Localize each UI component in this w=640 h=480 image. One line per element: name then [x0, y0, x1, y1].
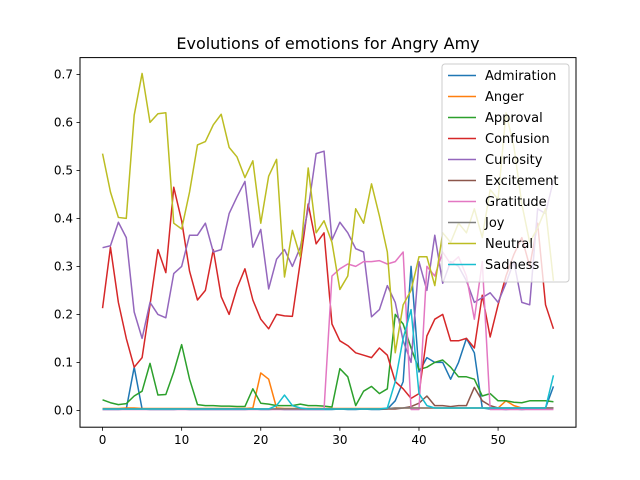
legend-label-curiosity: Curiosity	[485, 153, 543, 168]
x-tick-label: 10	[174, 433, 189, 447]
series-line-approval	[102, 313, 554, 408]
legend-label-gratitude: Gratitude	[485, 195, 547, 210]
legend-label-anger: Anger	[485, 90, 524, 105]
plot-frame	[79, 57, 577, 428]
legend-label-confusion: Confusion	[485, 132, 550, 147]
x-tick-label: 20	[253, 433, 268, 447]
series-line-excitement	[102, 386, 554, 410]
y-axis: 0.0 0.1 0.2 0.3 0.4 0.5 0.6 0.7	[54, 68, 80, 418]
y-tick-label: 0.6	[54, 116, 73, 130]
legend-label-excitement: Excitement	[485, 174, 559, 189]
series-lines	[101, 72, 555, 411]
x-tick-label: 40	[411, 433, 426, 447]
legend-label-neutral: Neutral	[485, 237, 533, 252]
y-tick-label: 0.3	[54, 260, 73, 274]
legend: Admiration Anger Approval Confusion Curiosit…	[441, 63, 570, 283]
x-axis: 0 10 20 30 40 50	[99, 427, 506, 447]
x-tick-label: 50	[490, 433, 505, 447]
series-line-sadness	[102, 308, 555, 410]
legend-label-joy: Joy	[484, 216, 505, 231]
y-tick-label: 0.5	[54, 164, 73, 178]
legend-label-approval: Approval	[485, 111, 543, 126]
chart-title: Evolutions of emotions for Angry Amy	[176, 34, 479, 53]
y-tick-label: 0.4	[54, 212, 73, 226]
y-tick-label: 0.0	[54, 404, 73, 418]
x-tick-label: 0	[99, 433, 107, 447]
x-tick-label: 30	[332, 433, 347, 447]
series-line-curiosity	[102, 150, 555, 364]
y-tick-label: 0.1	[54, 356, 73, 370]
legend-box	[441, 63, 570, 283]
legend-label-admiration: Admiration	[485, 69, 556, 84]
legend-label-sadness: Sadness	[485, 258, 539, 273]
y-tick-label: 0.7	[54, 68, 73, 82]
y-tick-label: 0.2	[54, 308, 73, 322]
series-line-confusion	[101, 186, 555, 400]
